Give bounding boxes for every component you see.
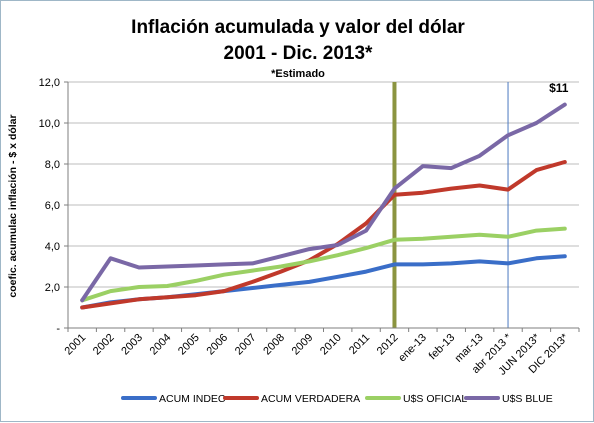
series-line-acum-verdadera [80,160,567,310]
gridlines [68,81,579,288]
x-tick-label: 2012 [375,332,401,358]
y-axis-label: coefic. acumulac inflación - $ x dólar [7,114,19,297]
x-tick-label: 2011 [347,332,372,357]
y-tick-label: 2,0 [45,282,60,294]
legend-label: ACUM INDEC [159,393,226,405]
y-tick-label: 10,0 [39,118,60,130]
x-tick-label: 2004 [148,332,174,358]
legend-label: U$S BLUE [502,393,553,405]
y-tick-label: 6,0 [45,200,60,212]
chart-title-line2: 2001 - Dic. 2013* [224,43,374,64]
series-line-u-s-oficial [80,226,567,303]
vertical-markers [392,82,509,328]
x-tick-label: 2003 [119,332,145,358]
y-tick-label: 12,0 [39,77,60,89]
x-tick-labels: 2001 2002 2003 2004 2005 2006 2007 2008 2009 2010… [63,331,572,378]
chart-title-line1: Inflación acumulada y valor del dólar [131,17,465,38]
x-tick-label: 2006 [204,332,230,358]
series-line-u-s-blue [80,102,567,303]
axes [64,81,580,332]
y-tick-labels: - 2,0 4,0 6,0 8,0 10,0 12,0 [39,77,61,335]
chart-subtitle: *Estimado [271,68,325,80]
y-tick-label: - [56,323,60,335]
legend-label: ACUM VERDADERA [261,393,360,405]
series-lines [80,102,567,310]
legend-label: U$S OFICIAL [403,393,467,405]
legend: ACUM INDEC ACUM VERDADERA U$S OFICIAL U$S B… [121,393,553,405]
x-tick-label: 2008 [261,332,287,358]
x-tick-label: 2007 [233,332,259,358]
x-tick-label: 2005 [176,332,202,358]
annotations: $11 [549,81,569,95]
y-tick-label: 8,0 [45,159,60,171]
x-tick-label: 2002 [91,332,117,358]
annotation-label: $11 [549,81,569,95]
y-tick-label: 4,0 [45,241,60,253]
x-tick-label: ene-13 [396,332,429,365]
x-tick-label: 2001 [63,332,89,358]
x-tick-label: 2010 [318,332,344,358]
x-tick-label: 2009 [290,332,316,358]
